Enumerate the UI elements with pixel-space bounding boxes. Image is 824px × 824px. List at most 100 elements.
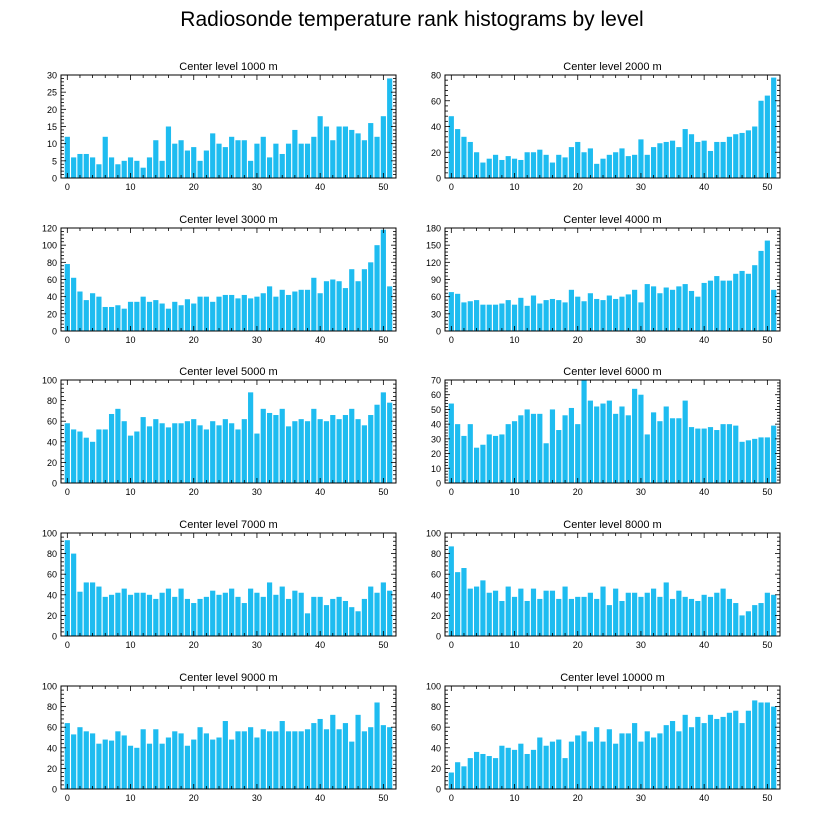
histogram-bar [368,415,374,483]
histogram-bar [537,303,543,331]
histogram-bar [71,734,77,789]
histogram-bar [279,289,285,331]
histogram-bar [285,598,292,636]
histogram-bar [606,154,612,178]
histogram-bar [102,596,108,636]
x-tick-label: 20 [573,793,583,803]
histogram-bar [127,301,134,331]
histogram-bar [638,596,644,636]
y-tick-label: 120 [426,258,441,268]
histogram-bar [467,141,473,178]
histogram-bar [184,598,190,636]
histogram-bar [594,298,600,331]
histogram-bar [387,286,393,331]
histogram-bar [707,280,714,331]
histogram-bar [505,424,511,483]
histogram-bar [210,590,216,636]
histogram-bar [448,292,454,331]
histogram-bar [650,286,657,331]
y-tick-label: 40 [431,743,441,753]
histogram-bar [511,304,518,331]
y-tick-label: 50 [431,405,441,415]
histogram-bar [374,592,380,636]
histogram-bar [64,540,70,636]
histogram-bar [657,293,663,331]
histogram-bar [361,269,367,331]
histogram-bar [229,294,235,331]
histogram-bar [448,116,454,178]
histogram-bar [530,749,537,789]
histogram-bar [387,402,393,483]
plot-frame [60,379,397,484]
histogram-bar [613,298,619,331]
histogram-bar [562,758,568,789]
histogram-bar [764,95,770,178]
histogram-bar [606,295,612,331]
histogram-bar [374,136,380,178]
histogram-bar [676,418,682,483]
histogram-bar [486,158,492,178]
y-tick-label: 100 [42,241,57,251]
histogram-bar [701,428,707,483]
histogram-bar [380,116,386,178]
histogram-bar [260,596,266,636]
histogram-bar [650,588,657,636]
histogram-bar [165,308,172,331]
histogram-bar [178,733,184,789]
histogram-bar [279,586,285,636]
y-tick-label: 60 [47,570,57,580]
histogram-bar [669,289,676,331]
histogram-bar [191,739,197,789]
histogram-bar [733,134,739,178]
histogram-bar [121,421,127,483]
histogram-bar [108,594,115,636]
x-tick-label: 20 [189,487,199,497]
y-tick-label: 0 [52,785,57,795]
x-tick-label: 30 [252,640,262,650]
histogram-bar [216,425,222,483]
histogram-bar [707,714,714,789]
histogram-bar [758,603,764,636]
histogram-bar [461,435,467,483]
histogram-bar [330,415,336,483]
histogram-bar [90,441,96,483]
histogram-bar [165,737,172,789]
y-tick-label: 60 [431,723,441,733]
histogram-bar [172,596,178,636]
x-tick-label: 50 [378,640,388,650]
histogram-bar [486,592,492,636]
histogram-bar [184,150,190,178]
histogram-bar [524,409,530,483]
x-tick-label: 20 [573,335,583,345]
histogram-bar [613,152,619,178]
histogram-bar [172,143,178,178]
histogram-panel: Center level 2000 m 0 20 40 60 80 0 10 20 30 40 50 [431,61,781,192]
histogram-bar [222,294,228,331]
histogram-bar [342,288,349,331]
x-tick-label: 40 [315,793,325,803]
histogram-bar [726,280,733,331]
histogram-bar [210,739,216,789]
histogram-bar [191,603,197,636]
histogram-bar [619,406,625,483]
x-tick-label: 0 [65,335,70,345]
x-tick-label: 20 [573,182,583,192]
histogram-bar [83,731,89,789]
y-tick-label: 80 [431,549,441,559]
histogram-bar [102,306,108,331]
histogram-bar [102,739,108,789]
histogram-bar [266,286,273,331]
histogram-bar [178,305,184,331]
histogram-bar [745,611,751,636]
histogram-bar [77,153,83,178]
histogram-bar [745,710,751,789]
histogram-bar [241,419,247,483]
histogram-bar [707,150,714,178]
y-tick-label: 60 [47,275,57,285]
x-tick-label: 40 [315,335,325,345]
histogram-bar [771,594,777,636]
histogram-bar [298,419,304,483]
y-tick-label: 0 [436,632,441,642]
histogram-bar [499,745,505,789]
x-tick-label: 0 [449,182,454,192]
